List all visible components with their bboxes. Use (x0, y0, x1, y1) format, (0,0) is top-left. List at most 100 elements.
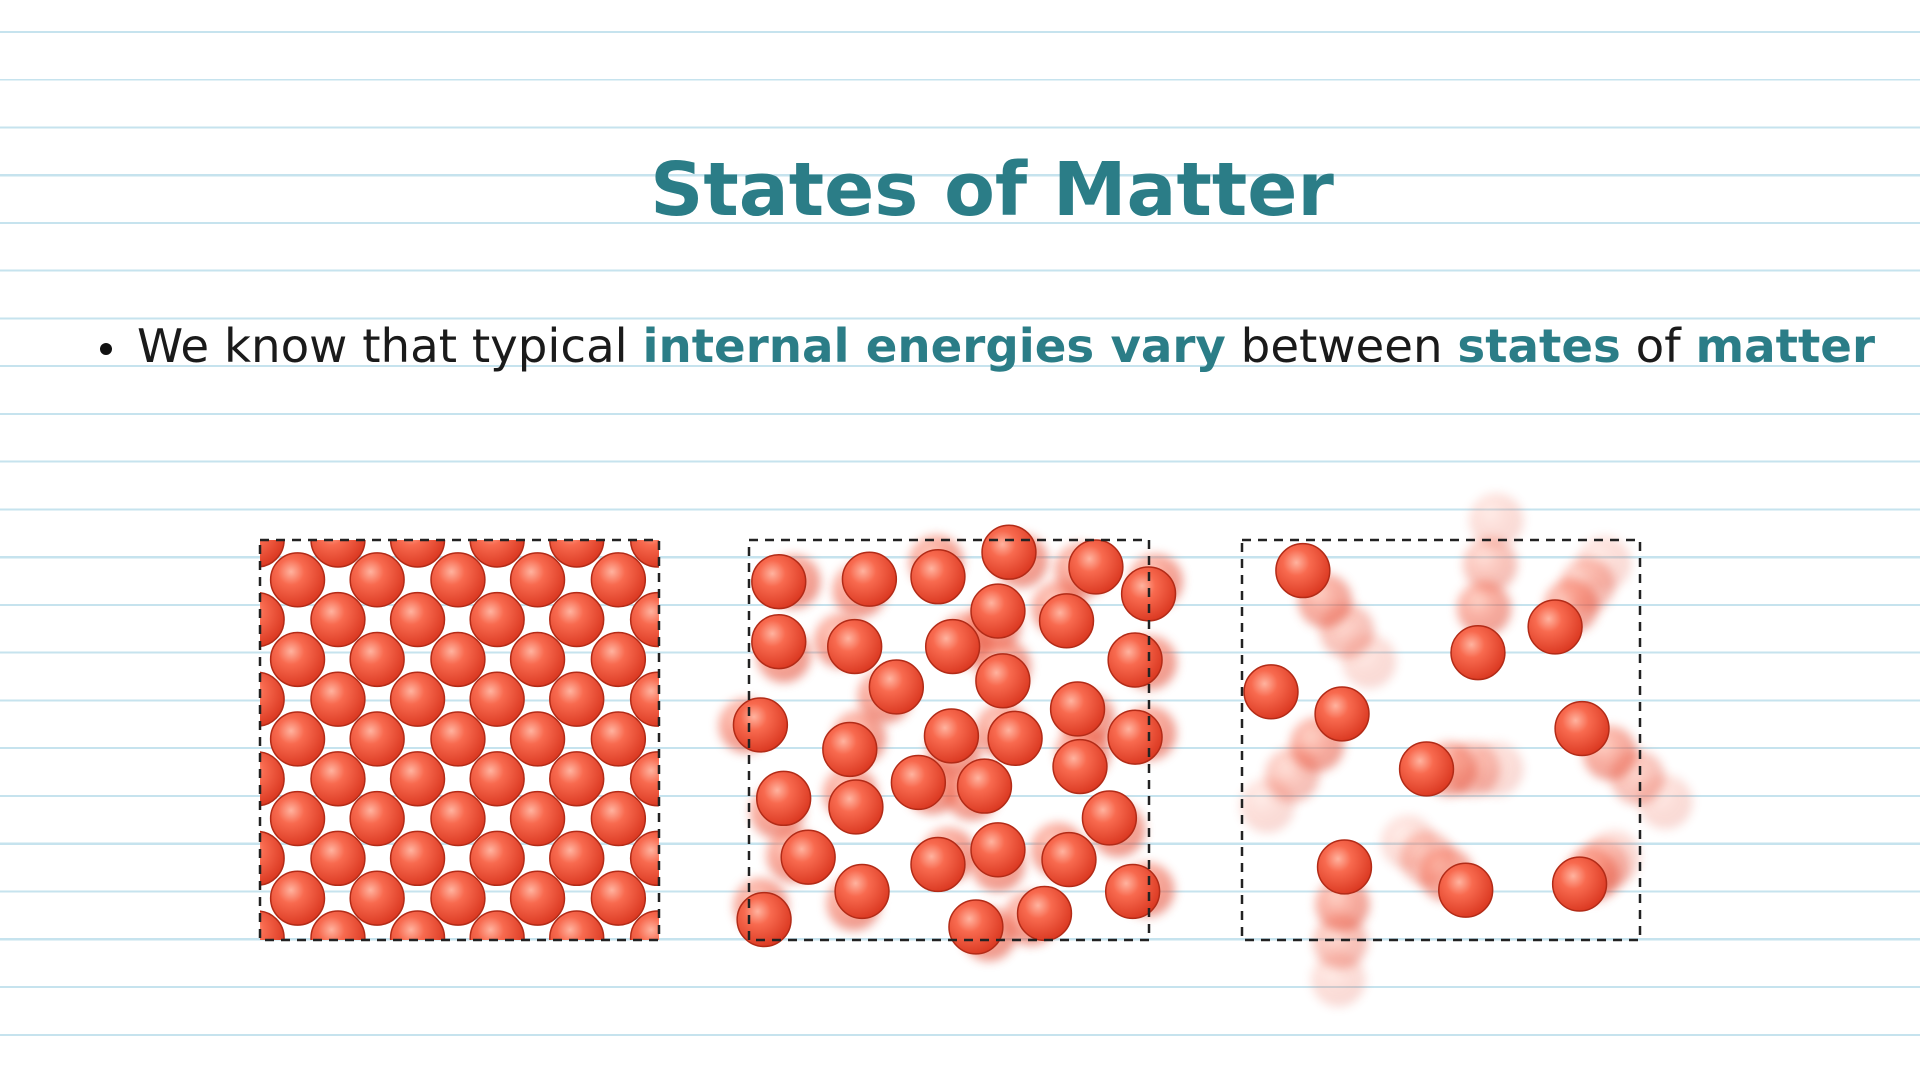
particle (590, 790, 647, 847)
particle (509, 711, 566, 767)
particle (549, 540, 605, 568)
particle-trail (1457, 581, 1512, 636)
bullet-segment: of (1621, 319, 1696, 373)
particle (970, 822, 1026, 878)
particle (310, 751, 366, 807)
particle (310, 910, 366, 940)
particle (469, 910, 525, 940)
particle (509, 790, 566, 847)
particle (1316, 839, 1373, 895)
particle (549, 591, 605, 648)
particle (1041, 831, 1097, 888)
particle (1554, 700, 1610, 757)
bullet-emphasis: states (1457, 319, 1620, 373)
solid-box (258, 538, 661, 942)
particle (1104, 863, 1161, 920)
particle (780, 829, 836, 885)
particle (310, 591, 366, 648)
particle (349, 870, 405, 926)
particle (509, 552, 566, 608)
particle (260, 540, 285, 568)
particle (1243, 664, 1299, 720)
liquid-particles (718, 524, 1183, 961)
particle (868, 659, 925, 715)
particle (828, 779, 884, 835)
bullet-text: We know that typical internal energies v… (137, 319, 1875, 373)
particle (269, 711, 326, 767)
particle (549, 910, 605, 940)
particle (629, 910, 659, 940)
slide-title: States of Matter (650, 147, 1334, 233)
particle (1068, 539, 1124, 595)
particle (1398, 741, 1455, 797)
bullet-segment: We know that typical (137, 319, 642, 373)
particle (910, 549, 966, 605)
particle (389, 830, 446, 887)
particle (269, 870, 326, 926)
particle-trail (1463, 537, 1518, 592)
particle (590, 711, 647, 767)
particle (389, 751, 446, 807)
particle (590, 552, 647, 608)
particle (430, 870, 486, 926)
particle (629, 751, 659, 807)
particle (1314, 686, 1370, 742)
solid-particles (260, 540, 659, 940)
particle (469, 540, 525, 568)
particle (987, 710, 1043, 767)
particle (755, 770, 812, 827)
gas-particles (1240, 493, 1693, 1007)
particle (260, 592, 285, 648)
particle (981, 524, 1037, 580)
particle (948, 899, 1004, 955)
particle (549, 751, 605, 807)
particle (1052, 738, 1108, 795)
bullet-emphasis: matter (1696, 319, 1876, 373)
particle (260, 671, 285, 727)
particle (629, 591, 659, 648)
particle (469, 671, 525, 727)
particle (736, 891, 792, 948)
particle (970, 583, 1026, 639)
particle (469, 830, 525, 887)
particle (732, 697, 789, 753)
particle (629, 671, 659, 727)
particle (469, 751, 525, 807)
particle (751, 613, 807, 670)
particle (310, 830, 366, 887)
particle (1450, 624, 1506, 681)
particle (260, 830, 285, 886)
particle (260, 751, 285, 807)
particle (924, 618, 981, 675)
particle (349, 552, 405, 608)
particle (269, 631, 326, 688)
bullet-dot (100, 343, 112, 355)
particle (549, 671, 605, 727)
particle (260, 910, 285, 940)
bullet-segment: between (1226, 319, 1458, 373)
particle-trail (1469, 493, 1524, 548)
particle (975, 653, 1031, 709)
particle (890, 754, 947, 811)
particle (1038, 593, 1095, 649)
particle (349, 711, 405, 767)
particle (389, 591, 446, 648)
particle (1049, 681, 1106, 737)
particle (834, 863, 890, 920)
particle (751, 553, 807, 610)
particle (389, 540, 446, 568)
particle (590, 631, 647, 688)
bullet-emphasis: internal energies vary (642, 319, 1225, 373)
particle (590, 870, 647, 926)
particle (1016, 885, 1073, 942)
particle (1107, 709, 1163, 765)
particle (349, 790, 405, 847)
particle (269, 552, 326, 608)
particle (430, 790, 486, 847)
particle (1438, 862, 1494, 918)
particle (822, 721, 878, 778)
particle (310, 671, 366, 727)
particle (310, 540, 366, 568)
